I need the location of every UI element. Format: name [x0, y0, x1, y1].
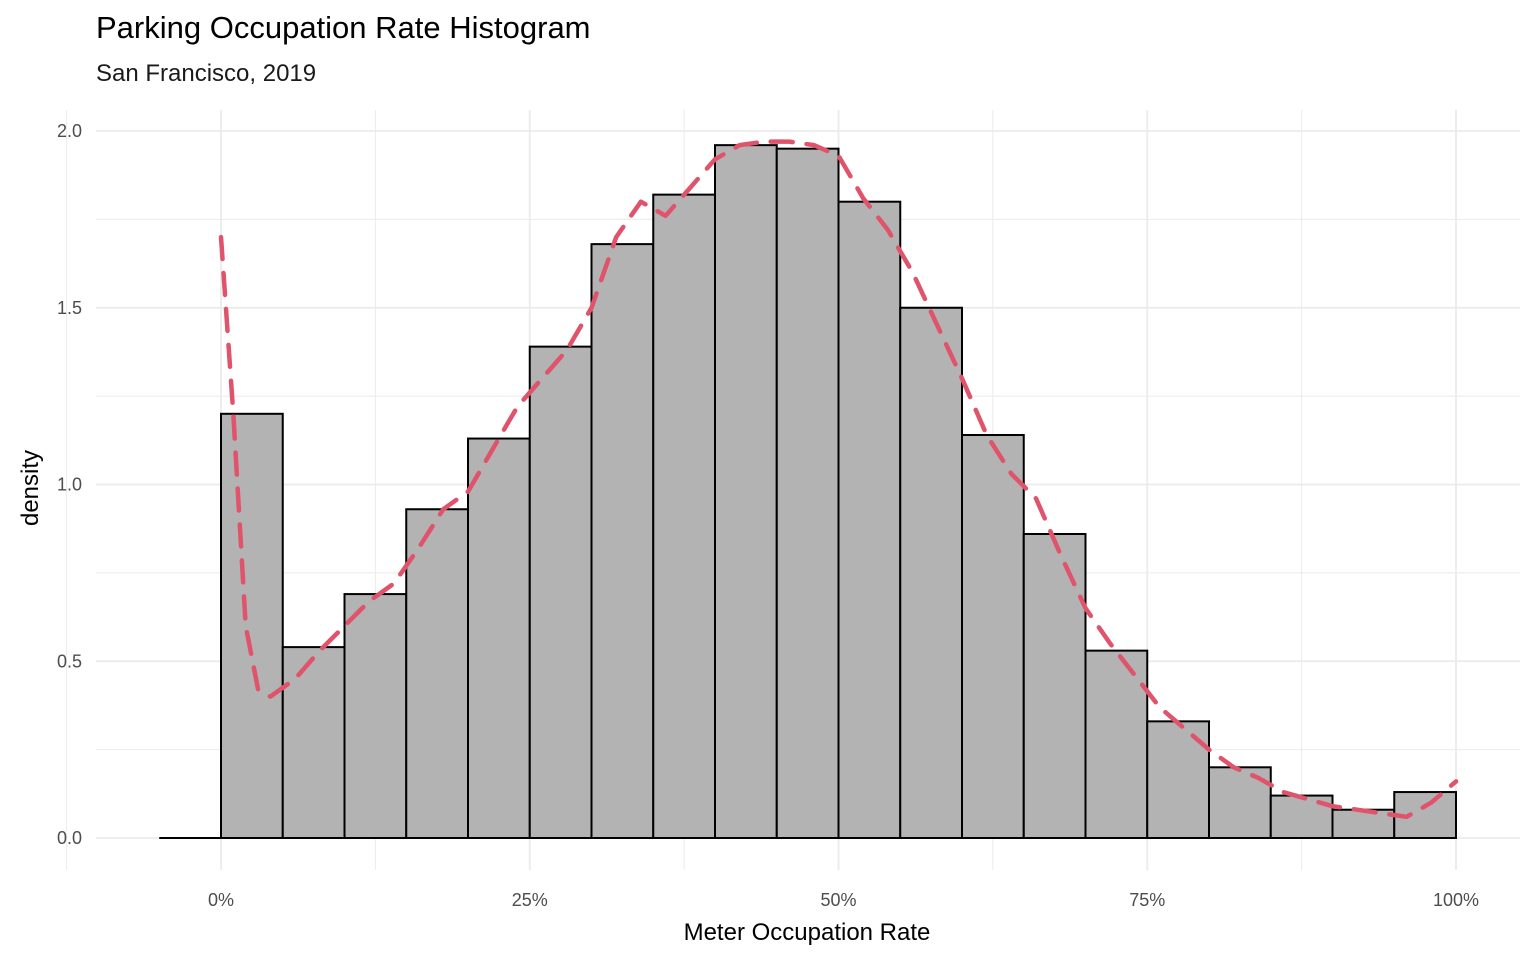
- y-axis-title: density: [17, 450, 44, 526]
- histogram-bar: [281, 646, 346, 839]
- x-axis-title: Meter Occupation Rate: [684, 919, 931, 946]
- histogram-bar: [467, 437, 531, 839]
- histogram-bar: [343, 593, 408, 840]
- histogram-bar: [405, 508, 469, 839]
- histogram-bar: [528, 345, 593, 839]
- axis-ticks: 0.0 0.5 1.0 1.5 2.0 0% 25% 50% 75% 100%: [57, 121, 1479, 910]
- histogram-bar: [1022, 532, 1087, 839]
- x-tick-label: 100%: [1433, 890, 1479, 910]
- density-curve-layer: [218, 139, 1459, 820]
- y-tick-label: 1.0: [57, 475, 82, 495]
- x-tick-label: 0%: [208, 890, 234, 910]
- y-tick-label: 2.0: [57, 121, 82, 141]
- histogram-bar: [837, 200, 902, 839]
- chart-subtitle: San Francisco, 2019: [96, 60, 317, 87]
- histogram-bars: [159, 144, 1457, 840]
- histogram-bar: [775, 147, 840, 840]
- histogram-bar: [1084, 649, 1149, 840]
- density-curve: [218, 139, 1459, 820]
- y-tick-label: 1.5: [57, 298, 82, 318]
- histogram-bar: [961, 434, 1025, 839]
- y-tick-label: 0.0: [57, 828, 82, 848]
- histogram-bar: [714, 144, 778, 839]
- histogram-bar: [590, 243, 655, 839]
- histogram-bar: [1331, 808, 1396, 839]
- x-tick-label: 25%: [512, 890, 548, 910]
- x-tick-label: 50%: [820, 890, 856, 910]
- histogram-bar: [220, 412, 284, 839]
- y-tick-label: 0.5: [57, 651, 82, 671]
- histogram-bar: [899, 306, 963, 839]
- chart-title: Parking Occupation Rate Histogram: [96, 10, 591, 45]
- histogram-bar: [652, 193, 716, 839]
- x-tick-label: 75%: [1129, 890, 1165, 910]
